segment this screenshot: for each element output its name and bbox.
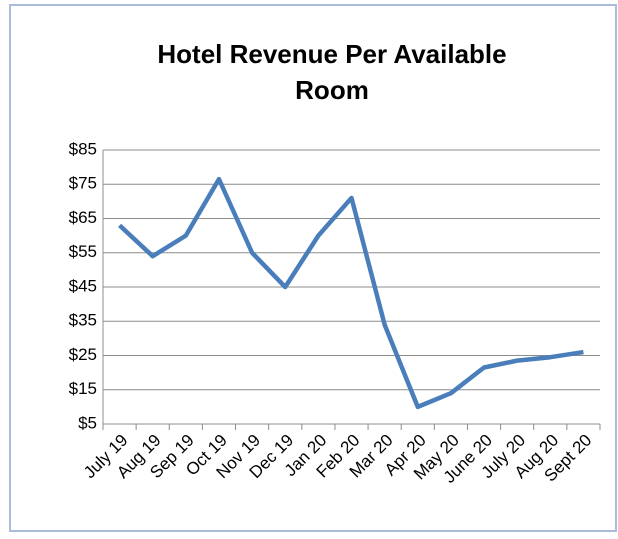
y-tick-label: $25 [69, 345, 97, 364]
y-tick-label: $55 [69, 242, 97, 261]
chart-title: Room [295, 75, 369, 105]
chart-frame [9, 4, 617, 532]
chart-title: Hotel Revenue Per Available [157, 39, 506, 69]
y-tick-label: $35 [69, 311, 97, 330]
y-tick-label: $15 [69, 379, 97, 398]
y-tick-label: $85 [69, 139, 97, 158]
data-line [118, 176, 584, 410]
y-tick-label: $45 [69, 276, 97, 295]
y-tick-label: $5 [78, 413, 97, 432]
y-tick-label: $65 [69, 208, 97, 227]
y-tick-label: $75 [69, 174, 97, 193]
